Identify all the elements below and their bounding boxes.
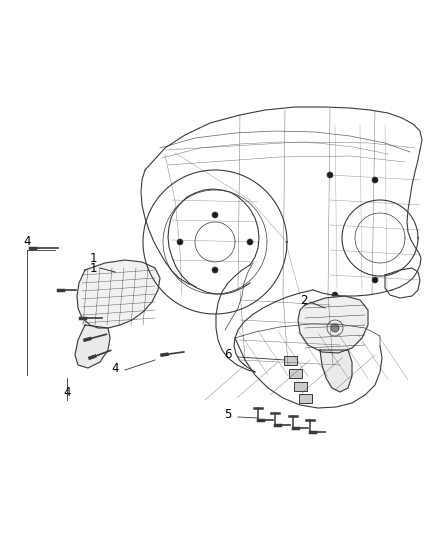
Circle shape (372, 277, 378, 283)
Polygon shape (320, 350, 352, 392)
Text: 5: 5 (224, 408, 232, 422)
Circle shape (331, 324, 339, 332)
FancyBboxPatch shape (283, 356, 297, 365)
FancyBboxPatch shape (289, 368, 301, 377)
Polygon shape (77, 260, 160, 328)
Text: 4: 4 (63, 386, 71, 400)
FancyBboxPatch shape (299, 393, 311, 402)
Circle shape (177, 239, 183, 245)
Circle shape (327, 172, 333, 178)
Text: 1: 1 (89, 252, 97, 264)
Circle shape (372, 177, 378, 183)
Circle shape (247, 239, 253, 245)
Text: 6: 6 (224, 349, 232, 361)
Polygon shape (75, 325, 110, 368)
Text: 2: 2 (300, 294, 308, 306)
FancyBboxPatch shape (293, 382, 307, 391)
Text: 4: 4 (111, 361, 119, 375)
Polygon shape (298, 296, 368, 353)
Text: 4: 4 (23, 236, 31, 248)
Text: 1: 1 (89, 262, 97, 274)
Circle shape (212, 267, 218, 273)
Circle shape (332, 292, 338, 298)
Circle shape (212, 212, 218, 218)
